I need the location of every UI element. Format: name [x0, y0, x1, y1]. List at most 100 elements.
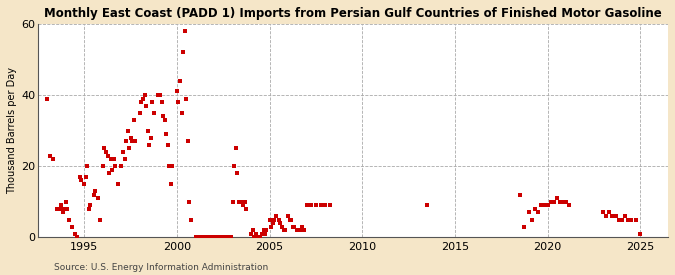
- Point: [225, 235, 236, 240]
- Point: [205, 235, 216, 240]
- Point: [71, 235, 82, 240]
- Point: [289, 224, 300, 229]
- Point: [246, 232, 256, 236]
- Point: [284, 218, 295, 222]
- Point: [252, 235, 263, 240]
- Point: [134, 111, 145, 115]
- Point: [85, 203, 96, 208]
- Point: [108, 157, 119, 161]
- Point: [271, 214, 281, 218]
- Point: [524, 210, 535, 215]
- Point: [613, 218, 624, 222]
- Point: [261, 228, 272, 232]
- Point: [202, 235, 213, 240]
- Point: [620, 214, 630, 218]
- Point: [124, 146, 134, 151]
- Point: [209, 235, 219, 240]
- Point: [301, 203, 312, 208]
- Point: [204, 235, 215, 240]
- Point: [165, 182, 176, 186]
- Point: [236, 200, 247, 204]
- Point: [277, 224, 288, 229]
- Point: [325, 203, 335, 208]
- Point: [279, 228, 290, 232]
- Point: [198, 235, 209, 240]
- Point: [224, 235, 235, 240]
- Point: [548, 200, 559, 204]
- Y-axis label: Thousand Barrels per Day: Thousand Barrels per Day: [7, 67, 17, 194]
- Point: [105, 157, 116, 161]
- Point: [266, 224, 277, 229]
- Point: [630, 218, 641, 222]
- Point: [601, 214, 612, 218]
- Point: [201, 235, 212, 240]
- Point: [240, 200, 250, 204]
- Point: [45, 153, 56, 158]
- Point: [217, 235, 227, 240]
- Text: Source: U.S. Energy Information Administration: Source: U.S. Energy Information Administ…: [54, 263, 268, 272]
- Point: [110, 164, 121, 168]
- Point: [57, 210, 68, 215]
- Point: [99, 146, 110, 151]
- Point: [255, 235, 266, 240]
- Point: [551, 196, 562, 200]
- Point: [213, 235, 224, 240]
- Point: [60, 200, 71, 204]
- Point: [215, 235, 225, 240]
- Point: [234, 200, 244, 204]
- Point: [56, 203, 67, 208]
- Point: [292, 228, 303, 232]
- Point: [264, 218, 275, 222]
- Point: [95, 218, 105, 222]
- Point: [159, 118, 170, 122]
- Title: Monthly East Coast (PADD 1) Imports from Persian Gulf Countries of Finished Moto: Monthly East Coast (PADD 1) Imports from…: [44, 7, 662, 20]
- Point: [145, 136, 156, 140]
- Point: [519, 224, 530, 229]
- Point: [54, 207, 65, 211]
- Point: [140, 103, 151, 108]
- Point: [196, 235, 207, 240]
- Point: [232, 171, 242, 175]
- Point: [101, 150, 111, 154]
- Point: [526, 218, 537, 222]
- Point: [241, 207, 252, 211]
- Point: [62, 207, 73, 211]
- Point: [238, 203, 248, 208]
- Point: [514, 192, 525, 197]
- Point: [142, 128, 153, 133]
- Point: [545, 200, 556, 204]
- Point: [210, 235, 221, 240]
- Point: [162, 143, 173, 147]
- Point: [193, 235, 204, 240]
- Point: [117, 150, 128, 154]
- Point: [176, 111, 187, 115]
- Point: [298, 228, 309, 232]
- Point: [230, 146, 241, 151]
- Point: [42, 97, 53, 101]
- Point: [102, 153, 113, 158]
- Point: [219, 235, 230, 240]
- Point: [635, 232, 646, 236]
- Point: [153, 93, 164, 97]
- Point: [51, 207, 62, 211]
- Point: [113, 182, 124, 186]
- Point: [164, 164, 175, 168]
- Point: [103, 171, 114, 175]
- Point: [182, 139, 193, 144]
- Point: [127, 139, 138, 144]
- Point: [295, 228, 306, 232]
- Point: [74, 175, 85, 179]
- Point: [88, 192, 99, 197]
- Point: [116, 164, 127, 168]
- Point: [218, 235, 229, 240]
- Point: [156, 100, 167, 104]
- Point: [286, 218, 297, 222]
- Point: [178, 50, 188, 54]
- Point: [128, 118, 139, 122]
- Point: [207, 235, 218, 240]
- Point: [256, 232, 267, 236]
- Point: [310, 203, 321, 208]
- Point: [130, 139, 140, 144]
- Point: [161, 132, 171, 136]
- Point: [93, 196, 104, 200]
